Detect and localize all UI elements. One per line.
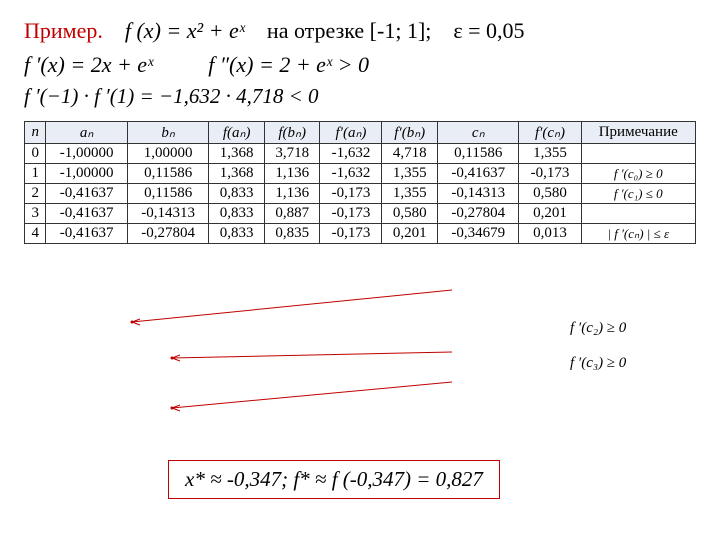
- table-cell: 0,833: [209, 224, 265, 244]
- table-cell: -0,14313: [127, 204, 209, 224]
- table-cell: 0,835: [264, 224, 320, 244]
- table-cell: 0,833: [209, 184, 265, 204]
- table-cell: 1,355: [519, 144, 581, 164]
- table-cell: 1,355: [382, 164, 438, 184]
- table-cell: 0: [25, 144, 46, 164]
- col-header: aₙ: [46, 122, 128, 144]
- table-cell: | f ′(cₙ) | ≤ ε: [581, 224, 696, 244]
- first-derivative: f ′(x) = 2x + eˣ: [24, 52, 153, 77]
- table-cell: 2: [25, 184, 46, 204]
- iteration-table: naₙbₙf(aₙ)f(bₙ)f′(aₙ)f′(bₙ)cₙf′(cₙ)Приме…: [24, 121, 696, 244]
- table-cell: 0,013: [519, 224, 581, 244]
- table-cell: 3: [25, 204, 46, 224]
- table-cell: -1,632: [320, 164, 382, 184]
- col-header: f′(cₙ): [519, 122, 581, 144]
- table-row: 4-0,41637-0,278040,8330,835-0,1730,201-0…: [25, 224, 696, 244]
- endpoint-product: f ′(−1) · f ′(1) = −1,632 · 4,718 < 0: [24, 84, 696, 109]
- table-cell: [581, 144, 696, 164]
- table-cell: -0,27804: [127, 224, 209, 244]
- table-cell: 0,201: [519, 204, 581, 224]
- epsilon-text: ε = 0,05: [453, 18, 524, 43]
- col-header: bₙ: [127, 122, 209, 144]
- table-cell: 0,580: [382, 204, 438, 224]
- table-cell: 1,00000: [127, 144, 209, 164]
- col-header: f(aₙ): [209, 122, 265, 144]
- derivatives-row: f ′(x) = 2x + eˣ f ″(x) = 2 + eˣ > 0: [24, 52, 696, 78]
- table-cell: -0,173: [320, 204, 382, 224]
- interval-text: на отрезке [-1; 1];: [267, 18, 431, 43]
- annotation-lines: [0, 0, 720, 540]
- table-cell: 0,11586: [437, 144, 519, 164]
- table-cell: -1,00000: [46, 164, 128, 184]
- table-cell: 1,355: [382, 184, 438, 204]
- table-cell: 0,11586: [127, 184, 209, 204]
- table-row: 0-1,000001,000001,3683,718-1,6324,7180,1…: [25, 144, 696, 164]
- col-header: n: [25, 122, 46, 144]
- table-cell: -0,34679: [437, 224, 519, 244]
- table-cell: 0,580: [519, 184, 581, 204]
- table-cell: -0,41637: [46, 184, 128, 204]
- table-cell: -1,632: [320, 144, 382, 164]
- table-cell: 4: [25, 224, 46, 244]
- col-header: f′(aₙ): [320, 122, 382, 144]
- result-box: x* ≈ -0,347; f* ≈ f (-0,347) = 0,827: [168, 460, 500, 499]
- header-line: Пример. f (x) = x² + eˣ на отрезке [-1; …: [24, 18, 696, 44]
- table-cell: -0,173: [320, 184, 382, 204]
- table-cell: 1,368: [209, 164, 265, 184]
- table-cell: -0,41637: [46, 224, 128, 244]
- table-cell: -1,00000: [46, 144, 128, 164]
- table-cell: 0,11586: [127, 164, 209, 184]
- example-label: Пример.: [24, 18, 103, 43]
- table-row: 3-0,41637-0,143130,8330,887-0,1730,580-0…: [25, 204, 696, 224]
- table-row: 2-0,416370,115860,8331,136-0,1731,355-0,…: [25, 184, 696, 204]
- table-cell: f ′(c₁) ≤ 0: [581, 184, 696, 204]
- table-cell: 1,136: [264, 164, 320, 184]
- table-cell: -0,14313: [437, 184, 519, 204]
- col-header: f(bₙ): [264, 122, 320, 144]
- table-cell: 4,718: [382, 144, 438, 164]
- table-cell: -0,173: [320, 224, 382, 244]
- col-header: f′(bₙ): [382, 122, 438, 144]
- table-cell: 0,201: [382, 224, 438, 244]
- table-cell: -0,41637: [46, 204, 128, 224]
- second-derivative: f ″(x) = 2 + eˣ > 0: [208, 52, 369, 77]
- table-cell: 0,833: [209, 204, 265, 224]
- table-cell: 1,368: [209, 144, 265, 164]
- table-cell: 3,718: [264, 144, 320, 164]
- table-cell: -0,27804: [437, 204, 519, 224]
- table-cell: f ′(c₀) ≥ 0: [581, 164, 696, 184]
- function-def: f (x) = x² + eˣ: [125, 18, 245, 43]
- table-cell: 1: [25, 164, 46, 184]
- table-cell: [581, 204, 696, 224]
- table-cell: -0,41637: [437, 164, 519, 184]
- col-header: cₙ: [437, 122, 519, 144]
- table-row: 1-1,000000,115861,3681,136-1,6321,355-0,…: [25, 164, 696, 184]
- side-note-c3: f ′(c₃) ≥ 0: [570, 355, 626, 372]
- table-cell: 0,887: [264, 204, 320, 224]
- table-cell: 1,136: [264, 184, 320, 204]
- col-header: Примечание: [581, 122, 696, 144]
- table-cell: -0,173: [519, 164, 581, 184]
- side-note-c2: f ′(c₂) ≥ 0: [570, 320, 626, 337]
